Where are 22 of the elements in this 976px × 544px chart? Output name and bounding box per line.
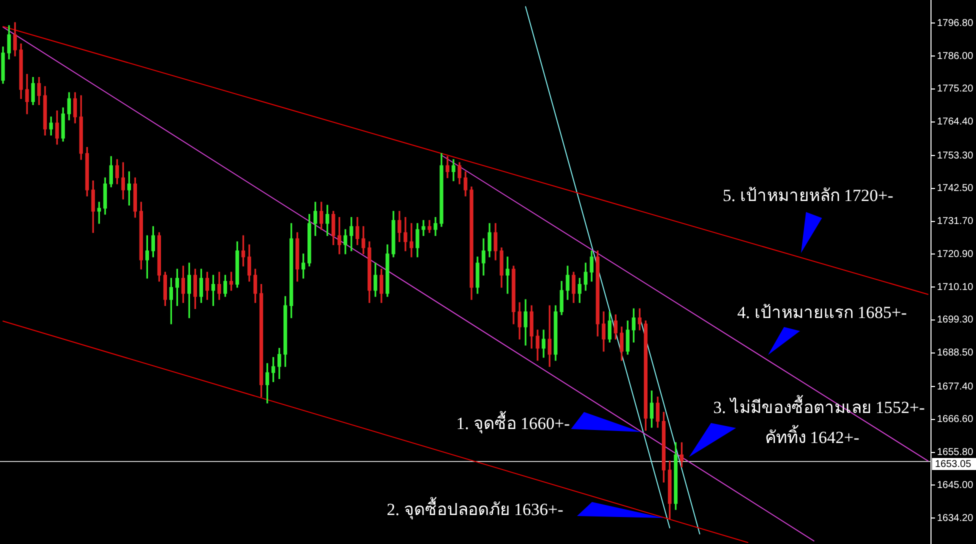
y-tick-label: 1775.20: [937, 84, 974, 95]
annotation: 4. เป้าหมายแรก 1685+-: [737, 303, 907, 323]
annotation: 5. เป้าหมายหลัก 1720+-: [722, 186, 894, 206]
ref-line-label: 1653.05: [935, 458, 972, 470]
y-tick-label: 1655.80: [937, 447, 974, 458]
y-tick-label: 1666.60: [937, 414, 974, 426]
y-tick-label: 1796.80: [937, 18, 974, 29]
y-tick-label: 1634.20: [937, 512, 974, 524]
y-tick-label: 1786.00: [937, 50, 974, 62]
candlestick: [506, 256, 510, 294]
y-tick-label: 1720.90: [937, 248, 974, 260]
y-tick-label: 1677.40: [937, 381, 974, 392]
y-tick-label: 1688.50: [937, 348, 974, 359]
candlestick: [422, 220, 426, 236]
y-tick-label: 1731.70: [937, 216, 974, 228]
candlestick: [410, 223, 414, 258]
y-tick-label: 1645.00: [937, 480, 974, 491]
y-tick-label: 1742.50: [937, 183, 974, 194]
y-tick-label: 1753.30: [937, 150, 974, 162]
y-tick-label: 1710.10: [937, 282, 974, 293]
y-tick-label: 1699.30: [937, 314, 974, 326]
y-tick-label: 1764.40: [937, 116, 974, 128]
